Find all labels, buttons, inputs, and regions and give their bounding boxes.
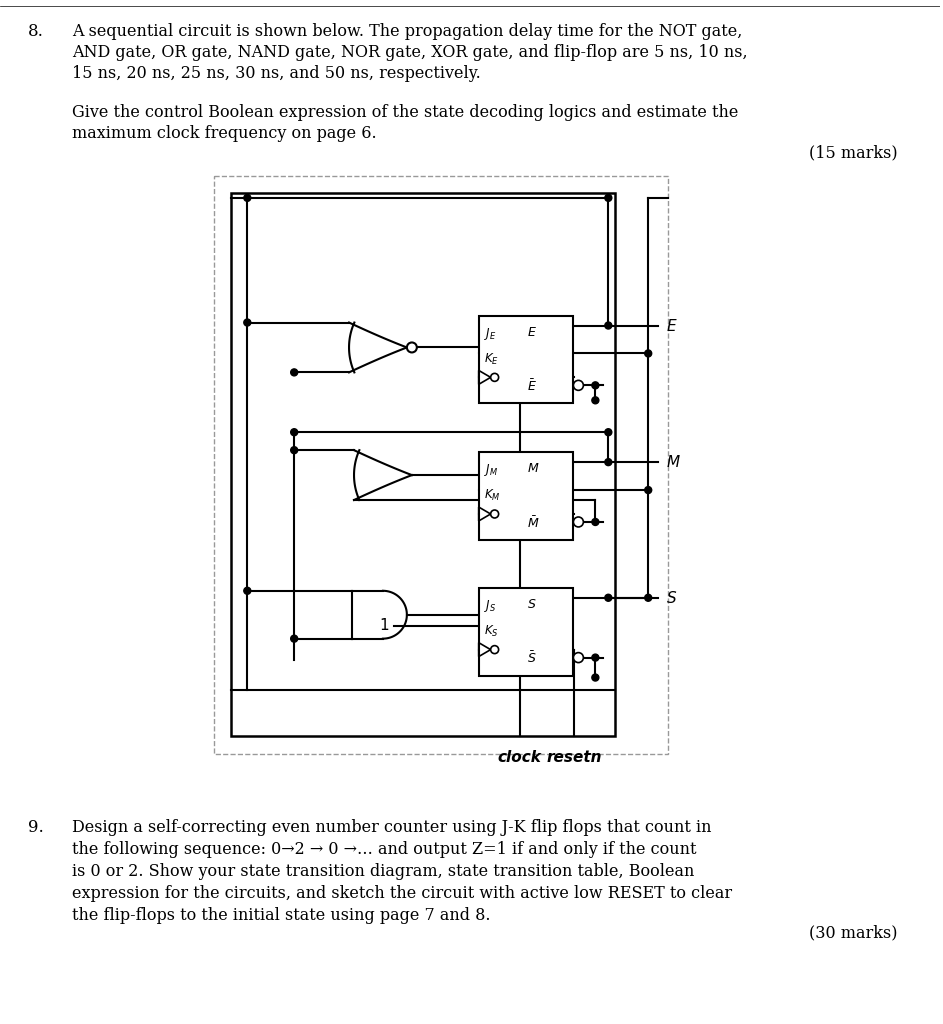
Text: expression for the circuits, and sketch the circuit with active low RESET to cle: expression for the circuits, and sketch … [72, 885, 732, 902]
Bar [479, 315, 573, 403]
Text: 9.: 9. [28, 819, 43, 837]
Bar [479, 453, 573, 540]
Circle shape [244, 195, 251, 202]
Text: AND gate, OR gate, NAND gate, NOR gate, XOR gate, and flip-flop are 5 ns, 10 ns,: AND gate, OR gate, NAND gate, NOR gate, … [72, 44, 748, 61]
Text: resetn: resetn [547, 751, 603, 765]
Circle shape [244, 319, 251, 326]
Circle shape [604, 429, 612, 435]
Circle shape [604, 594, 612, 601]
Circle shape [490, 374, 499, 381]
Bar [479, 588, 573, 676]
Circle shape [592, 397, 599, 403]
Text: maximum clock frequency on page 6.: maximum clock frequency on page 6. [72, 125, 376, 142]
Bar [214, 176, 669, 755]
Text: A sequential circuit is shown below. The propagation delay time for the NOT gate: A sequential circuit is shown below. The… [72, 24, 742, 40]
Text: Design a self-correcting even number counter using J-K flip flops that count in: Design a self-correcting even number cou… [72, 819, 711, 837]
Circle shape [645, 350, 652, 357]
Circle shape [290, 635, 298, 642]
Circle shape [604, 459, 612, 466]
Circle shape [592, 382, 599, 389]
Circle shape [573, 652, 584, 663]
Circle shape [490, 510, 499, 518]
Circle shape [592, 518, 599, 525]
Circle shape [573, 380, 584, 390]
Bar [231, 193, 615, 736]
Text: (30 marks): (30 marks) [809, 925, 898, 942]
Circle shape [290, 446, 298, 454]
Text: is 0 or 2. Show your state transition diagram, state transition table, Boolean: is 0 or 2. Show your state transition di… [72, 863, 694, 880]
Text: $J_E$: $J_E$ [484, 326, 496, 342]
Text: $S$: $S$ [526, 598, 536, 610]
Circle shape [290, 369, 298, 376]
Text: (15 marks): (15 marks) [809, 144, 898, 161]
Text: 8.: 8. [28, 24, 43, 40]
Text: 15 ns, 20 ns, 25 ns, 30 ns, and 50 ns, respectively.: 15 ns, 20 ns, 25 ns, 30 ns, and 50 ns, r… [72, 66, 481, 82]
Text: $K_E$: $K_E$ [484, 351, 499, 367]
Text: $M$: $M$ [666, 454, 681, 470]
Text: the following sequence: 0→2 → 0 →… and output Z=1 if and only if the count: the following sequence: 0→2 → 0 →… and o… [72, 841, 696, 858]
Circle shape [490, 645, 499, 653]
Text: 1: 1 [379, 618, 389, 633]
Text: $\bar{S}$: $\bar{S}$ [526, 650, 536, 667]
Text: $J_M$: $J_M$ [484, 462, 498, 478]
Circle shape [592, 654, 599, 662]
Circle shape [592, 674, 599, 681]
Circle shape [645, 594, 652, 601]
Text: $\bar{E}$: $\bar{E}$ [526, 379, 537, 394]
Text: $\bar{M}$: $\bar{M}$ [526, 515, 539, 530]
Text: $E$: $E$ [526, 326, 537, 339]
Text: $M$: $M$ [526, 462, 539, 475]
Circle shape [604, 322, 612, 329]
Text: $K_S$: $K_S$ [484, 624, 498, 639]
Text: Give the control Boolean expression of the state decoding logics and estimate th: Give the control Boolean expression of t… [72, 104, 738, 121]
Circle shape [573, 517, 584, 527]
Circle shape [645, 486, 652, 494]
Circle shape [244, 588, 251, 594]
Text: $J_S$: $J_S$ [484, 598, 496, 613]
Text: clock: clock [498, 751, 541, 765]
Circle shape [406, 342, 417, 352]
Circle shape [290, 429, 298, 435]
Circle shape [604, 195, 612, 202]
Text: $K_M$: $K_M$ [484, 488, 500, 503]
Text: the flip-flops to the initial state using page 7 and 8.: the flip-flops to the initial state usin… [72, 907, 490, 924]
Text: $S$: $S$ [666, 590, 677, 606]
Text: $E$: $E$ [666, 317, 678, 334]
